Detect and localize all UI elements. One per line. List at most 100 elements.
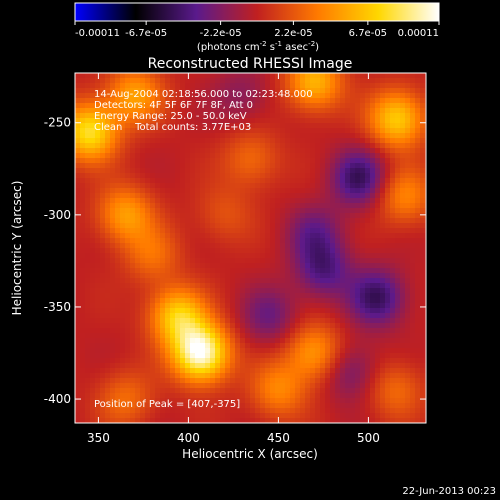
heatmap-cell <box>160 168 166 174</box>
heatmap-cell <box>145 133 151 139</box>
heatmap-cell <box>310 223 316 229</box>
heatmap-cell <box>355 303 361 309</box>
heatmap-cell <box>375 258 381 264</box>
heatmap-cell <box>205 298 211 304</box>
heatmap-cell <box>275 178 281 184</box>
heatmap-cell <box>215 238 221 244</box>
heatmap-cell <box>165 413 171 419</box>
heatmap-cell <box>275 173 281 179</box>
heatmap-cell <box>310 238 316 244</box>
heatmap-cell <box>235 293 241 299</box>
heatmap-cell <box>330 418 336 423</box>
heatmap-cell <box>390 88 396 94</box>
heatmap-cell <box>85 128 91 134</box>
heatmap-cell <box>130 278 136 284</box>
heatmap-cell <box>295 293 301 299</box>
heatmap-cell <box>175 283 181 289</box>
heatmap-cell <box>230 233 236 239</box>
heatmap-cell <box>125 278 131 284</box>
heatmap-cell <box>105 338 111 344</box>
heatmap-cell <box>250 138 256 144</box>
heatmap-cell <box>115 358 121 364</box>
heatmap-cell <box>180 228 186 234</box>
heatmap-cell <box>235 123 241 129</box>
heatmap-cell <box>395 153 401 159</box>
heatmap-cell <box>75 178 81 184</box>
heatmap-cell <box>270 373 276 379</box>
heatmap-cell <box>180 308 186 314</box>
heatmap-cell <box>165 383 171 389</box>
heatmap-cell <box>110 103 116 109</box>
heatmap-cell <box>225 268 231 274</box>
heatmap-cell <box>365 353 371 359</box>
heatmap-cell <box>260 228 266 234</box>
heatmap-cell <box>325 278 331 284</box>
heatmap-cell <box>245 263 251 269</box>
heatmap-cell <box>355 238 361 244</box>
heatmap-cell <box>115 158 121 164</box>
heatmap-cell <box>255 208 261 214</box>
heatmap-cell <box>380 348 386 354</box>
heatmap-cell <box>350 323 356 329</box>
heatmap-cell <box>235 298 241 304</box>
heatmap-cell <box>235 223 241 229</box>
heatmap-cell <box>215 113 221 119</box>
heatmap-cell <box>100 368 106 374</box>
heatmap-cell <box>215 253 221 259</box>
heatmap-cell <box>160 233 166 239</box>
heatmap-cell <box>275 83 281 89</box>
heatmap-cell <box>325 158 331 164</box>
heatmap-cell <box>385 268 391 274</box>
heatmap-cell <box>280 153 286 159</box>
heatmap-cell <box>130 248 136 254</box>
heatmap-cell <box>320 233 326 239</box>
heatmap-cell <box>345 388 351 394</box>
heatmap-cell <box>105 358 111 364</box>
heatmap-cell <box>205 248 211 254</box>
heatmap-cell <box>275 238 281 244</box>
heatmap-cell <box>225 208 231 214</box>
heatmap-cell <box>230 308 236 314</box>
heatmap-cell <box>370 223 376 229</box>
heatmap-cell <box>395 83 401 89</box>
heatmap-cell <box>340 393 346 399</box>
heatmap-cell <box>110 303 116 309</box>
heatmap-cell <box>360 78 366 84</box>
heatmap-cell <box>305 383 311 389</box>
heatmap-cell <box>75 238 81 244</box>
heatmap-cell <box>150 168 156 174</box>
heatmap-cell <box>100 363 106 369</box>
heatmap-cell <box>180 263 186 269</box>
heatmap-cell <box>365 333 371 339</box>
heatmap-cell <box>350 143 356 149</box>
heatmap-cell <box>405 118 411 124</box>
heatmap-cell <box>190 233 196 239</box>
heatmap-cell <box>360 383 366 389</box>
heatmap-cell <box>140 233 146 239</box>
heatmap-cell <box>105 228 111 234</box>
heatmap-cell <box>395 358 401 364</box>
heatmap-cell <box>130 268 136 274</box>
heatmap-cell <box>390 293 396 299</box>
heatmap-cell <box>205 153 211 159</box>
heatmap-cell <box>100 413 106 419</box>
heatmap-cell <box>270 298 276 304</box>
heatmap-cell <box>200 393 206 399</box>
heatmap-cell <box>90 188 96 194</box>
heatmap-cell <box>200 203 206 209</box>
heatmap-cell <box>395 73 401 79</box>
heatmap-cell <box>220 153 226 159</box>
heatmap-cell <box>185 238 191 244</box>
heatmap-cell <box>340 408 346 414</box>
heatmap-cell <box>155 313 161 319</box>
heatmap-cell <box>275 188 281 194</box>
heatmap-cell <box>310 363 316 369</box>
heatmap-cell <box>165 348 171 354</box>
heatmap-cell <box>160 363 166 369</box>
heatmap-cell <box>220 308 226 314</box>
heatmap-cell <box>185 368 191 374</box>
heatmap-cell <box>350 263 356 269</box>
heatmap-cell <box>340 183 346 189</box>
heatmap-cell <box>345 163 351 169</box>
heatmap-cell <box>305 413 311 419</box>
